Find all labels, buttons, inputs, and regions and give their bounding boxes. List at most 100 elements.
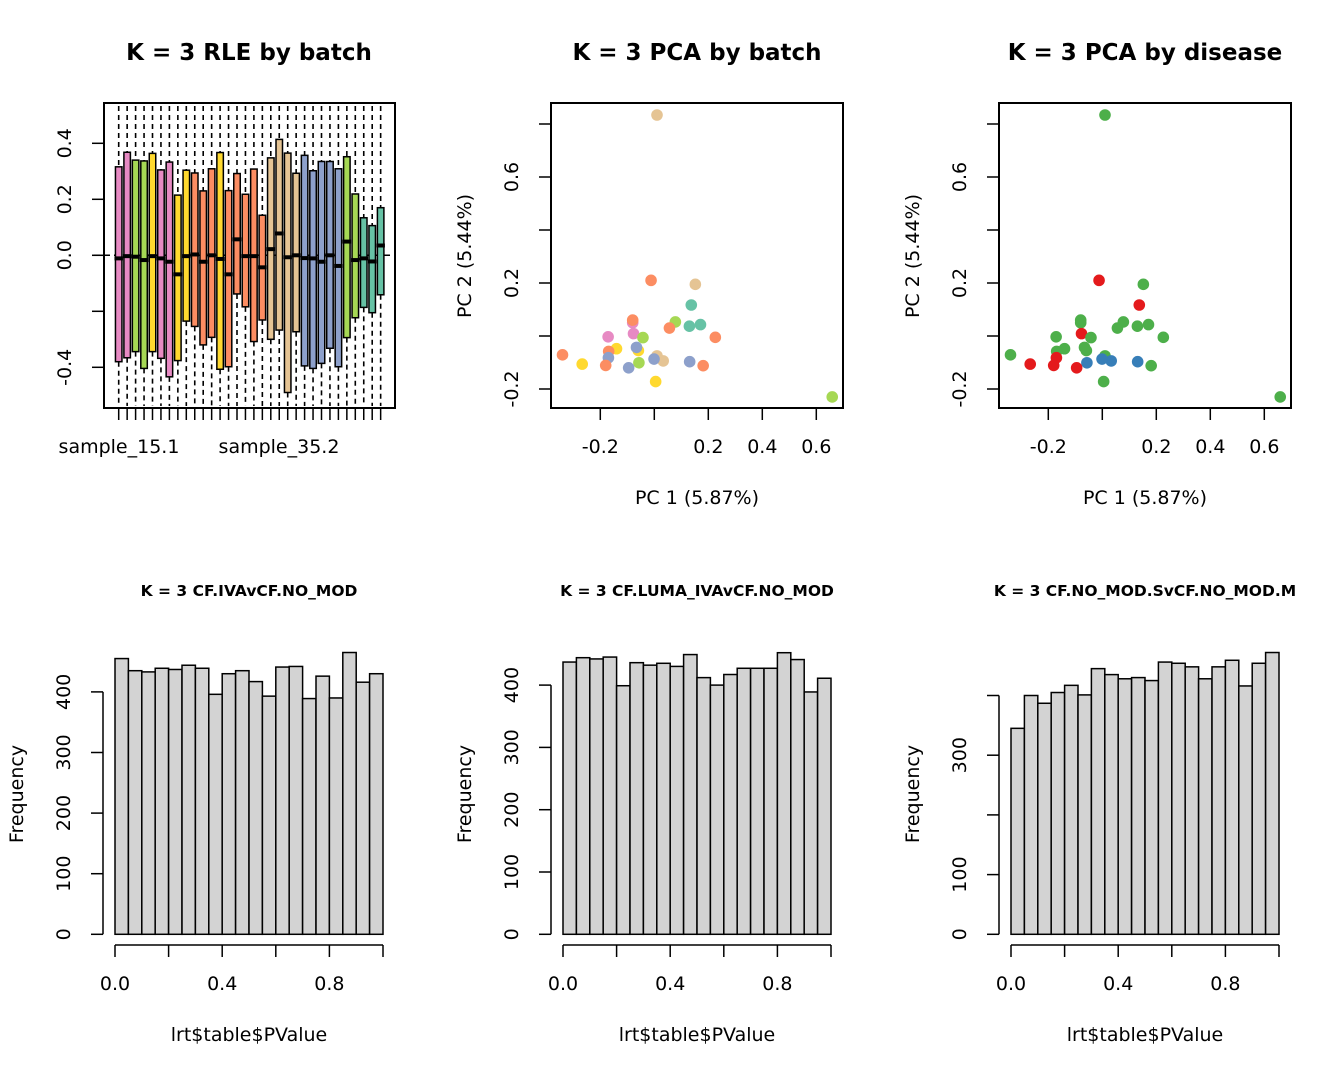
histogram-bar	[642, 664, 658, 936]
pca-point	[1145, 359, 1157, 372]
histogram-bar	[368, 672, 384, 936]
pca-point	[633, 356, 645, 369]
histogram-bar	[275, 666, 290, 936]
histogram-1-title: K = 3 CF.IVAvCF.NO_MOD	[141, 582, 358, 600]
pca-point	[683, 320, 696, 332]
histogram-y-tick-label: 100	[53, 856, 75, 892]
pca-point	[651, 109, 663, 121]
histogram-y-tick-label: 300	[501, 729, 523, 765]
histogram-x-tick-label: 0.4	[655, 973, 685, 995]
pca-point	[602, 330, 614, 343]
pca-point	[637, 331, 649, 344]
pca-point	[645, 274, 657, 287]
pca-point	[1074, 314, 1087, 326]
pca-point	[1137, 278, 1150, 291]
histogram-3-xlabel: lrt$table$PValue	[1067, 1024, 1223, 1046]
histogram-bar	[615, 684, 631, 936]
pca-point	[1157, 331, 1170, 344]
pca-point	[1133, 299, 1146, 311]
histogram-bar	[355, 681, 371, 936]
histogram-3-plot-area: 0.0 0.4 0.8 0 100 300	[949, 651, 1280, 995]
pca-point	[1024, 358, 1037, 370]
rle-y-tick-label: -0.4	[54, 349, 76, 386]
histogram-bar	[1224, 659, 1240, 936]
pca-x-tick-label: 0.4	[747, 436, 777, 458]
pca-point	[1099, 109, 1111, 121]
histogram-bar	[167, 668, 183, 936]
pca-point	[1085, 331, 1097, 344]
pca-disease-panel: K = 3 PCA by disease -0.2 0.2 0.4 0.6 -0.2 0.…	[902, 40, 1292, 509]
histogram-y-tick-label: 400	[53, 674, 75, 710]
pca-x-tick-label: -0.2	[582, 436, 619, 458]
pca-point	[1078, 341, 1091, 354]
histogram-y-tick-label: 300	[949, 737, 971, 773]
pca-point	[1131, 320, 1144, 332]
pca-point	[1047, 359, 1060, 372]
pca-point	[626, 314, 639, 326]
histogram-y-tick-label: 200	[53, 795, 75, 831]
pca-point	[1093, 274, 1105, 287]
histogram-bar	[208, 693, 223, 936]
rle-box	[283, 152, 292, 394]
rle-box	[148, 152, 157, 353]
histogram-bar	[315, 675, 331, 936]
pca-x-tick-label: 0.2	[693, 436, 723, 458]
histogram-2-plot-area: 0.0 0.4 0.8 0 100 200 300 400	[501, 651, 832, 995]
pca-point	[630, 341, 643, 354]
pca-x-tick-label: 0.6	[1249, 436, 1279, 458]
histogram-bar	[723, 673, 738, 936]
rle-box	[199, 190, 208, 346]
pca-disease-title: K = 3 PCA by disease	[1008, 40, 1283, 66]
rle-box	[173, 194, 182, 362]
histogram-bar	[1251, 662, 1267, 936]
rle-box	[376, 206, 385, 296]
pca-point	[689, 278, 702, 291]
rle-box	[359, 217, 368, 309]
pca-point	[649, 375, 662, 388]
rle-plot-area: -0.4 0.0 0.2 0.4	[54, 102, 396, 420]
histogram-3-ylabel: Frequency	[902, 745, 924, 843]
histogram-bar	[181, 664, 197, 936]
histogram-1-panel: K = 3 CF.IVAvCF.NO_MOD 0.0 0.4 0.8 0 100 200 3…	[6, 582, 384, 1046]
pca-x-tick-label: -0.2	[1030, 436, 1067, 458]
histogram-bar	[194, 667, 210, 936]
histogram-bar	[1171, 662, 1186, 936]
rle-box	[190, 172, 199, 328]
pca-point	[1111, 322, 1124, 334]
rle-y-tick-label: 0.4	[54, 128, 76, 158]
histogram-bar	[1238, 685, 1253, 936]
pca-point	[576, 358, 589, 370]
histogram-bar	[1184, 666, 1200, 936]
histogram-y-tick-label: 0	[501, 928, 523, 940]
histogram-y-tick-label: 400	[501, 667, 523, 703]
rle-box	[233, 172, 241, 295]
histogram-bar	[221, 672, 237, 936]
histogram-bar	[342, 651, 357, 936]
pca-y-tick-label: -0.2	[501, 370, 523, 407]
pca-point	[1050, 330, 1062, 343]
histogram-bar	[749, 667, 765, 936]
pca-batch-ylabel: PC 2 (5.44%)	[454, 194, 476, 318]
histogram-x-tick-label: 0.8	[762, 973, 792, 995]
pca-y-tick-label: -0.2	[949, 370, 971, 407]
pca-y-tick-label: 0.2	[501, 268, 523, 298]
rle-box	[207, 168, 216, 339]
histogram-x-tick-label: 0.8	[314, 973, 344, 995]
pca-point	[1075, 327, 1088, 340]
histogram-bar	[1211, 666, 1227, 936]
histogram-bar	[629, 661, 645, 936]
histogram-bar	[288, 665, 304, 936]
pca-point	[648, 353, 660, 365]
histogram-bar	[328, 697, 344, 936]
histogram-bar	[589, 658, 604, 936]
histogram-y-tick-label: 100	[949, 856, 971, 892]
pca-x-tick-label: 0.6	[801, 436, 831, 458]
histogram-bar	[682, 653, 698, 936]
pca-point	[683, 355, 696, 368]
histogram-bar	[248, 680, 264, 936]
histogram-bar	[1117, 678, 1133, 936]
rle-box	[241, 193, 250, 308]
histogram-1-ylabel: Frequency	[6, 745, 28, 843]
histogram-1-xlabel: lrt$table$PValue	[171, 1024, 327, 1046]
rle-box	[368, 224, 377, 314]
